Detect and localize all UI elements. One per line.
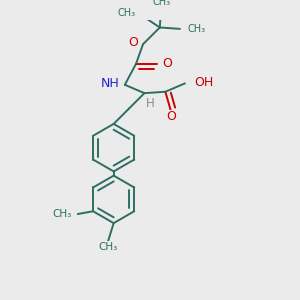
Text: CH₃: CH₃: [52, 209, 72, 219]
Text: CH₃: CH₃: [118, 8, 136, 19]
Text: O: O: [167, 110, 176, 123]
Text: CH₃: CH₃: [152, 0, 170, 7]
Text: O: O: [162, 57, 172, 70]
Text: NH: NH: [101, 77, 120, 90]
Text: H: H: [146, 97, 154, 110]
Text: O: O: [129, 36, 139, 49]
Text: CH₃: CH₃: [98, 242, 118, 252]
Text: CH₃: CH₃: [187, 24, 205, 34]
Text: OH: OH: [194, 76, 213, 89]
